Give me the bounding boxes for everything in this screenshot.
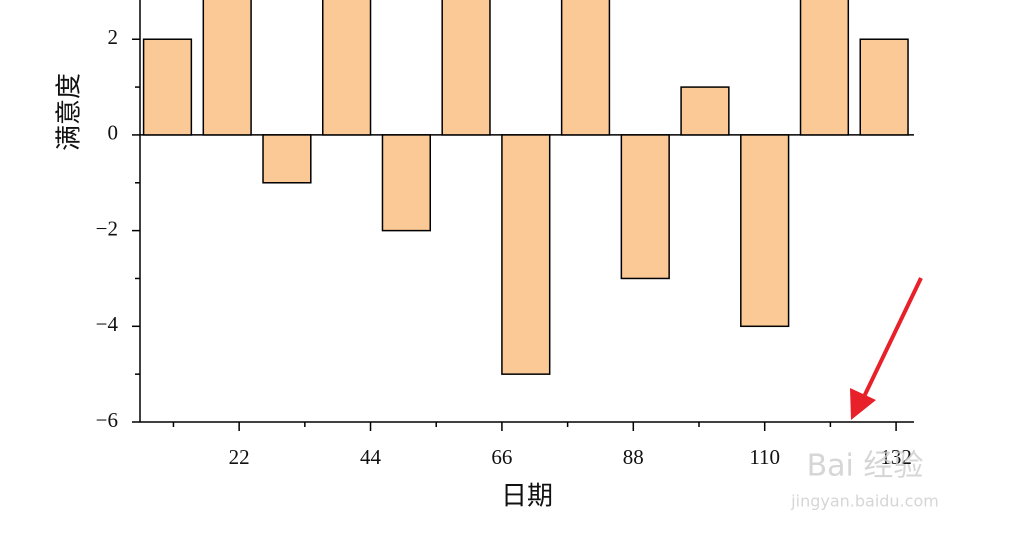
bar (441, 0, 491, 136)
bar (501, 134, 551, 375)
bar (680, 86, 730, 136)
y-axis-label: 满意度 (55, 73, 85, 151)
bar (560, 0, 611, 136)
x-tick-label: 66 (491, 445, 512, 469)
y-tick-label: −6 (96, 408, 118, 432)
bar (740, 134, 790, 328)
bar (620, 134, 670, 280)
x-axis-label: 日期 (501, 482, 553, 512)
watermark: Bai 经验 (807, 449, 924, 484)
x-tick-label: 110 (749, 445, 780, 469)
arrow (850, 277, 923, 420)
watermark-url: jingyan.baidu.com (790, 492, 939, 511)
y-tick-label: −4 (96, 312, 119, 336)
x-tick-label: 22 (229, 445, 250, 469)
bar (262, 134, 312, 184)
bar (202, 0, 252, 136)
bar (799, 0, 850, 136)
bar (322, 0, 372, 136)
bar (859, 38, 909, 136)
y-tick-label: 2 (108, 25, 119, 49)
y-tick-label: 0 (108, 121, 119, 145)
x-tick-label: 88 (623, 445, 644, 469)
bar (142, 38, 193, 136)
x-tick-label: 44 (360, 445, 382, 469)
y-tick-label: −2 (96, 216, 118, 240)
x-tick-label: 132 (880, 445, 912, 469)
bar (381, 134, 432, 232)
